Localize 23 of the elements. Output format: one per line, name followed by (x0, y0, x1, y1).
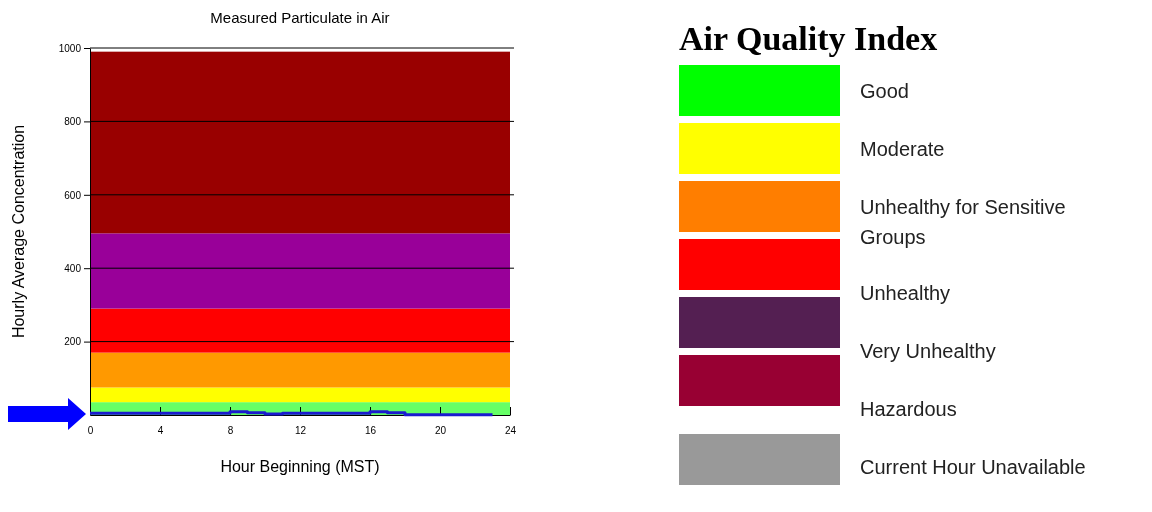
y-tick-label: 400 (64, 262, 82, 274)
x-tick-label: 20 (434, 425, 447, 436)
text: Air Quality Index (679, 20, 938, 57)
chart-title: Measured Particulate in Air (210, 9, 390, 26)
text: Current Hour Unavailable (860, 456, 1086, 478)
text: Moderate (860, 138, 945, 160)
text: Good (860, 80, 909, 102)
x-tick-label: 0 (87, 425, 94, 436)
x-tick-label: 8 (227, 425, 234, 436)
y-tick-label: 800 (64, 116, 82, 128)
x-tick-label: 4 (157, 425, 164, 436)
text: Unhealthy (860, 282, 951, 304)
x-tick-label: 24 (504, 425, 517, 436)
text: Unhealthy for Sensitive Groups (860, 196, 1066, 248)
y-tick-label: 200 (64, 336, 82, 348)
x-axis-title: Hour Beginning (MST) (220, 458, 380, 475)
y-axis-title: Hourly Average Concentration (10, 124, 27, 339)
text: Very Unhealthy (860, 340, 996, 362)
x-tick-label: 12 (294, 425, 307, 436)
text: Hazardous (860, 398, 957, 420)
y-tick-label: 600 (64, 189, 82, 201)
y-tick-label: 1000 (58, 42, 82, 54)
x-tick-label: 16 (364, 425, 377, 436)
